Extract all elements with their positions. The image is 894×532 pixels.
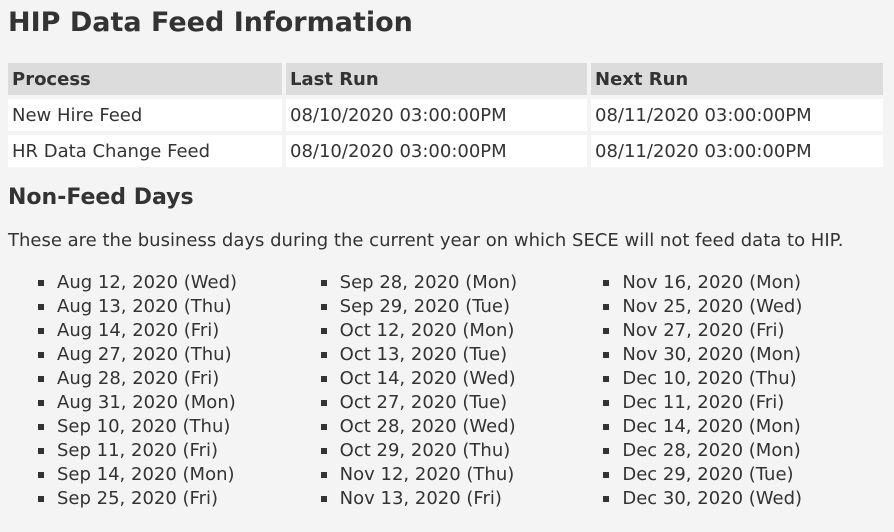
days-column-2: Sep 28, 2020 (Mon) Sep 29, 2020 (Tue) Oc… — [320, 271, 604, 511]
process-cell: New Hire Feed — [8, 99, 282, 131]
list-item: Oct 28, 2020 (Wed) — [320, 415, 604, 439]
header-last-run: Last Run — [286, 63, 587, 95]
list-item: Dec 10, 2020 (Thu) — [603, 367, 886, 391]
next-run-cell: 08/11/2020 03:00:00PM — [591, 99, 883, 131]
list-item: Aug 28, 2020 (Fri) — [38, 367, 321, 391]
list-item: Sep 28, 2020 (Mon) — [320, 271, 604, 295]
list-item: Oct 27, 2020 (Tue) — [320, 391, 604, 415]
last-run-cell: 08/10/2020 03:00:00PM — [286, 99, 587, 131]
days-column-3: Nov 16, 2020 (Mon) Nov 25, 2020 (Wed) No… — [603, 271, 886, 511]
list-item: Oct 29, 2020 (Thu) — [320, 439, 604, 463]
list-item: Sep 25, 2020 (Fri) — [38, 487, 321, 511]
list-item: Aug 13, 2020 (Thu) — [38, 295, 321, 319]
non-feed-days-list: Aug 12, 2020 (Wed) Aug 13, 2020 (Thu) Au… — [38, 271, 886, 511]
table-row: HR Data Change Feed 08/10/2020 03:00:00P… — [8, 135, 883, 167]
next-run-cell: 08/11/2020 03:00:00PM — [591, 135, 883, 167]
days-column-1: Aug 12, 2020 (Wed) Aug 13, 2020 (Thu) Au… — [38, 271, 321, 511]
list-item: Dec 14, 2020 (Mon) — [603, 415, 886, 439]
list-item: Dec 30, 2020 (Wed) — [603, 487, 886, 511]
list-item: Nov 27, 2020 (Fri) — [603, 319, 886, 343]
list-item: Nov 30, 2020 (Mon) — [603, 343, 886, 367]
non-feed-description: These are the business days during the c… — [8, 230, 844, 251]
feed-table-header-row: Process Last Run Next Run — [8, 63, 883, 95]
list-item: Sep 29, 2020 (Tue) — [320, 295, 604, 319]
non-feed-days-heading: Non-Feed Days — [8, 185, 194, 210]
list-item: Aug 12, 2020 (Wed) — [38, 271, 321, 295]
process-cell: HR Data Change Feed — [8, 135, 282, 167]
list-item: Nov 12, 2020 (Thu) — [320, 463, 604, 487]
table-row: New Hire Feed 08/10/2020 03:00:00PM 08/1… — [8, 99, 883, 131]
list-item: Nov 13, 2020 (Fri) — [320, 487, 604, 511]
list-item: Nov 25, 2020 (Wed) — [603, 295, 886, 319]
list-item: Aug 27, 2020 (Thu) — [38, 343, 321, 367]
list-item: Sep 14, 2020 (Mon) — [38, 463, 321, 487]
list-item: Dec 29, 2020 (Tue) — [603, 463, 886, 487]
list-item: Aug 14, 2020 (Fri) — [38, 319, 321, 343]
list-item: Oct 14, 2020 (Wed) — [320, 367, 604, 391]
list-item: Oct 13, 2020 (Tue) — [320, 343, 604, 367]
list-item: Dec 28, 2020 (Mon) — [603, 439, 886, 463]
page-title: HIP Data Feed Information — [8, 7, 413, 38]
feed-table: Process Last Run Next Run New Hire Feed … — [4, 59, 887, 171]
list-item: Aug 31, 2020 (Mon) — [38, 391, 321, 415]
header-next-run: Next Run — [591, 63, 883, 95]
list-item: Sep 11, 2020 (Fri) — [38, 439, 321, 463]
last-run-cell: 08/10/2020 03:00:00PM — [286, 135, 587, 167]
header-process: Process — [8, 63, 282, 95]
list-item: Oct 12, 2020 (Mon) — [320, 319, 604, 343]
list-item: Dec 11, 2020 (Fri) — [603, 391, 886, 415]
list-item: Nov 16, 2020 (Mon) — [603, 271, 886, 295]
list-item: Sep 10, 2020 (Thu) — [38, 415, 321, 439]
